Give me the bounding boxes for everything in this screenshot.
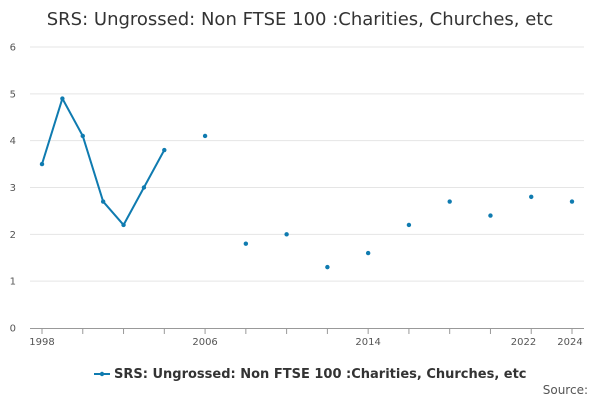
x-tick-label: 2006 xyxy=(192,337,217,348)
data-point[interactable] xyxy=(141,185,147,190)
data-point[interactable] xyxy=(60,96,65,101)
data-point[interactable] xyxy=(529,194,534,200)
data-point[interactable] xyxy=(447,199,452,204)
series-line xyxy=(41,97,166,226)
data-point[interactable] xyxy=(243,241,249,246)
y-tick-label: 1 xyxy=(10,277,16,288)
series-layer xyxy=(39,96,575,270)
x-tick-label: 2014 xyxy=(355,337,380,348)
y-tick-label: 4 xyxy=(10,136,16,147)
data-point[interactable] xyxy=(162,147,167,153)
y-tick-label: 2 xyxy=(10,230,16,241)
data-point[interactable] xyxy=(100,199,106,204)
chart-title: SRS: Ungrossed: Non FTSE 100 :Charities,… xyxy=(47,9,554,30)
y-tick-label: 0 xyxy=(10,324,16,335)
data-point[interactable] xyxy=(365,250,371,256)
data-point[interactable] xyxy=(121,222,126,228)
y-tick-label: 6 xyxy=(10,43,16,54)
data-point[interactable] xyxy=(284,232,289,237)
x-tick-label: 2022 xyxy=(511,337,536,348)
x-tick-label: 2024 xyxy=(557,337,582,348)
data-point[interactable] xyxy=(569,199,575,204)
data-point[interactable] xyxy=(202,133,208,139)
data-point[interactable] xyxy=(39,161,45,167)
data-point[interactable] xyxy=(80,133,85,139)
data-point[interactable] xyxy=(488,213,493,218)
x-tick-label: 1998 xyxy=(29,337,54,348)
source-label: Source: xyxy=(543,383,588,397)
legend-swatch-marker xyxy=(99,371,105,377)
y-tick-label: 3 xyxy=(10,183,16,194)
axes: 0 1 2 3 4 5 6 1998 2006 2014 2022 2024 xyxy=(10,43,584,348)
data-point[interactable] xyxy=(406,222,412,228)
y-tick-label: 5 xyxy=(10,89,16,100)
legend-label: SRS: Ungrossed: Non FTSE 100 :Charities,… xyxy=(114,367,527,382)
data-point[interactable] xyxy=(325,264,330,270)
gridlines xyxy=(30,46,584,282)
legend[interactable]: SRS: Ungrossed: Non FTSE 100 :Charities,… xyxy=(94,367,527,382)
